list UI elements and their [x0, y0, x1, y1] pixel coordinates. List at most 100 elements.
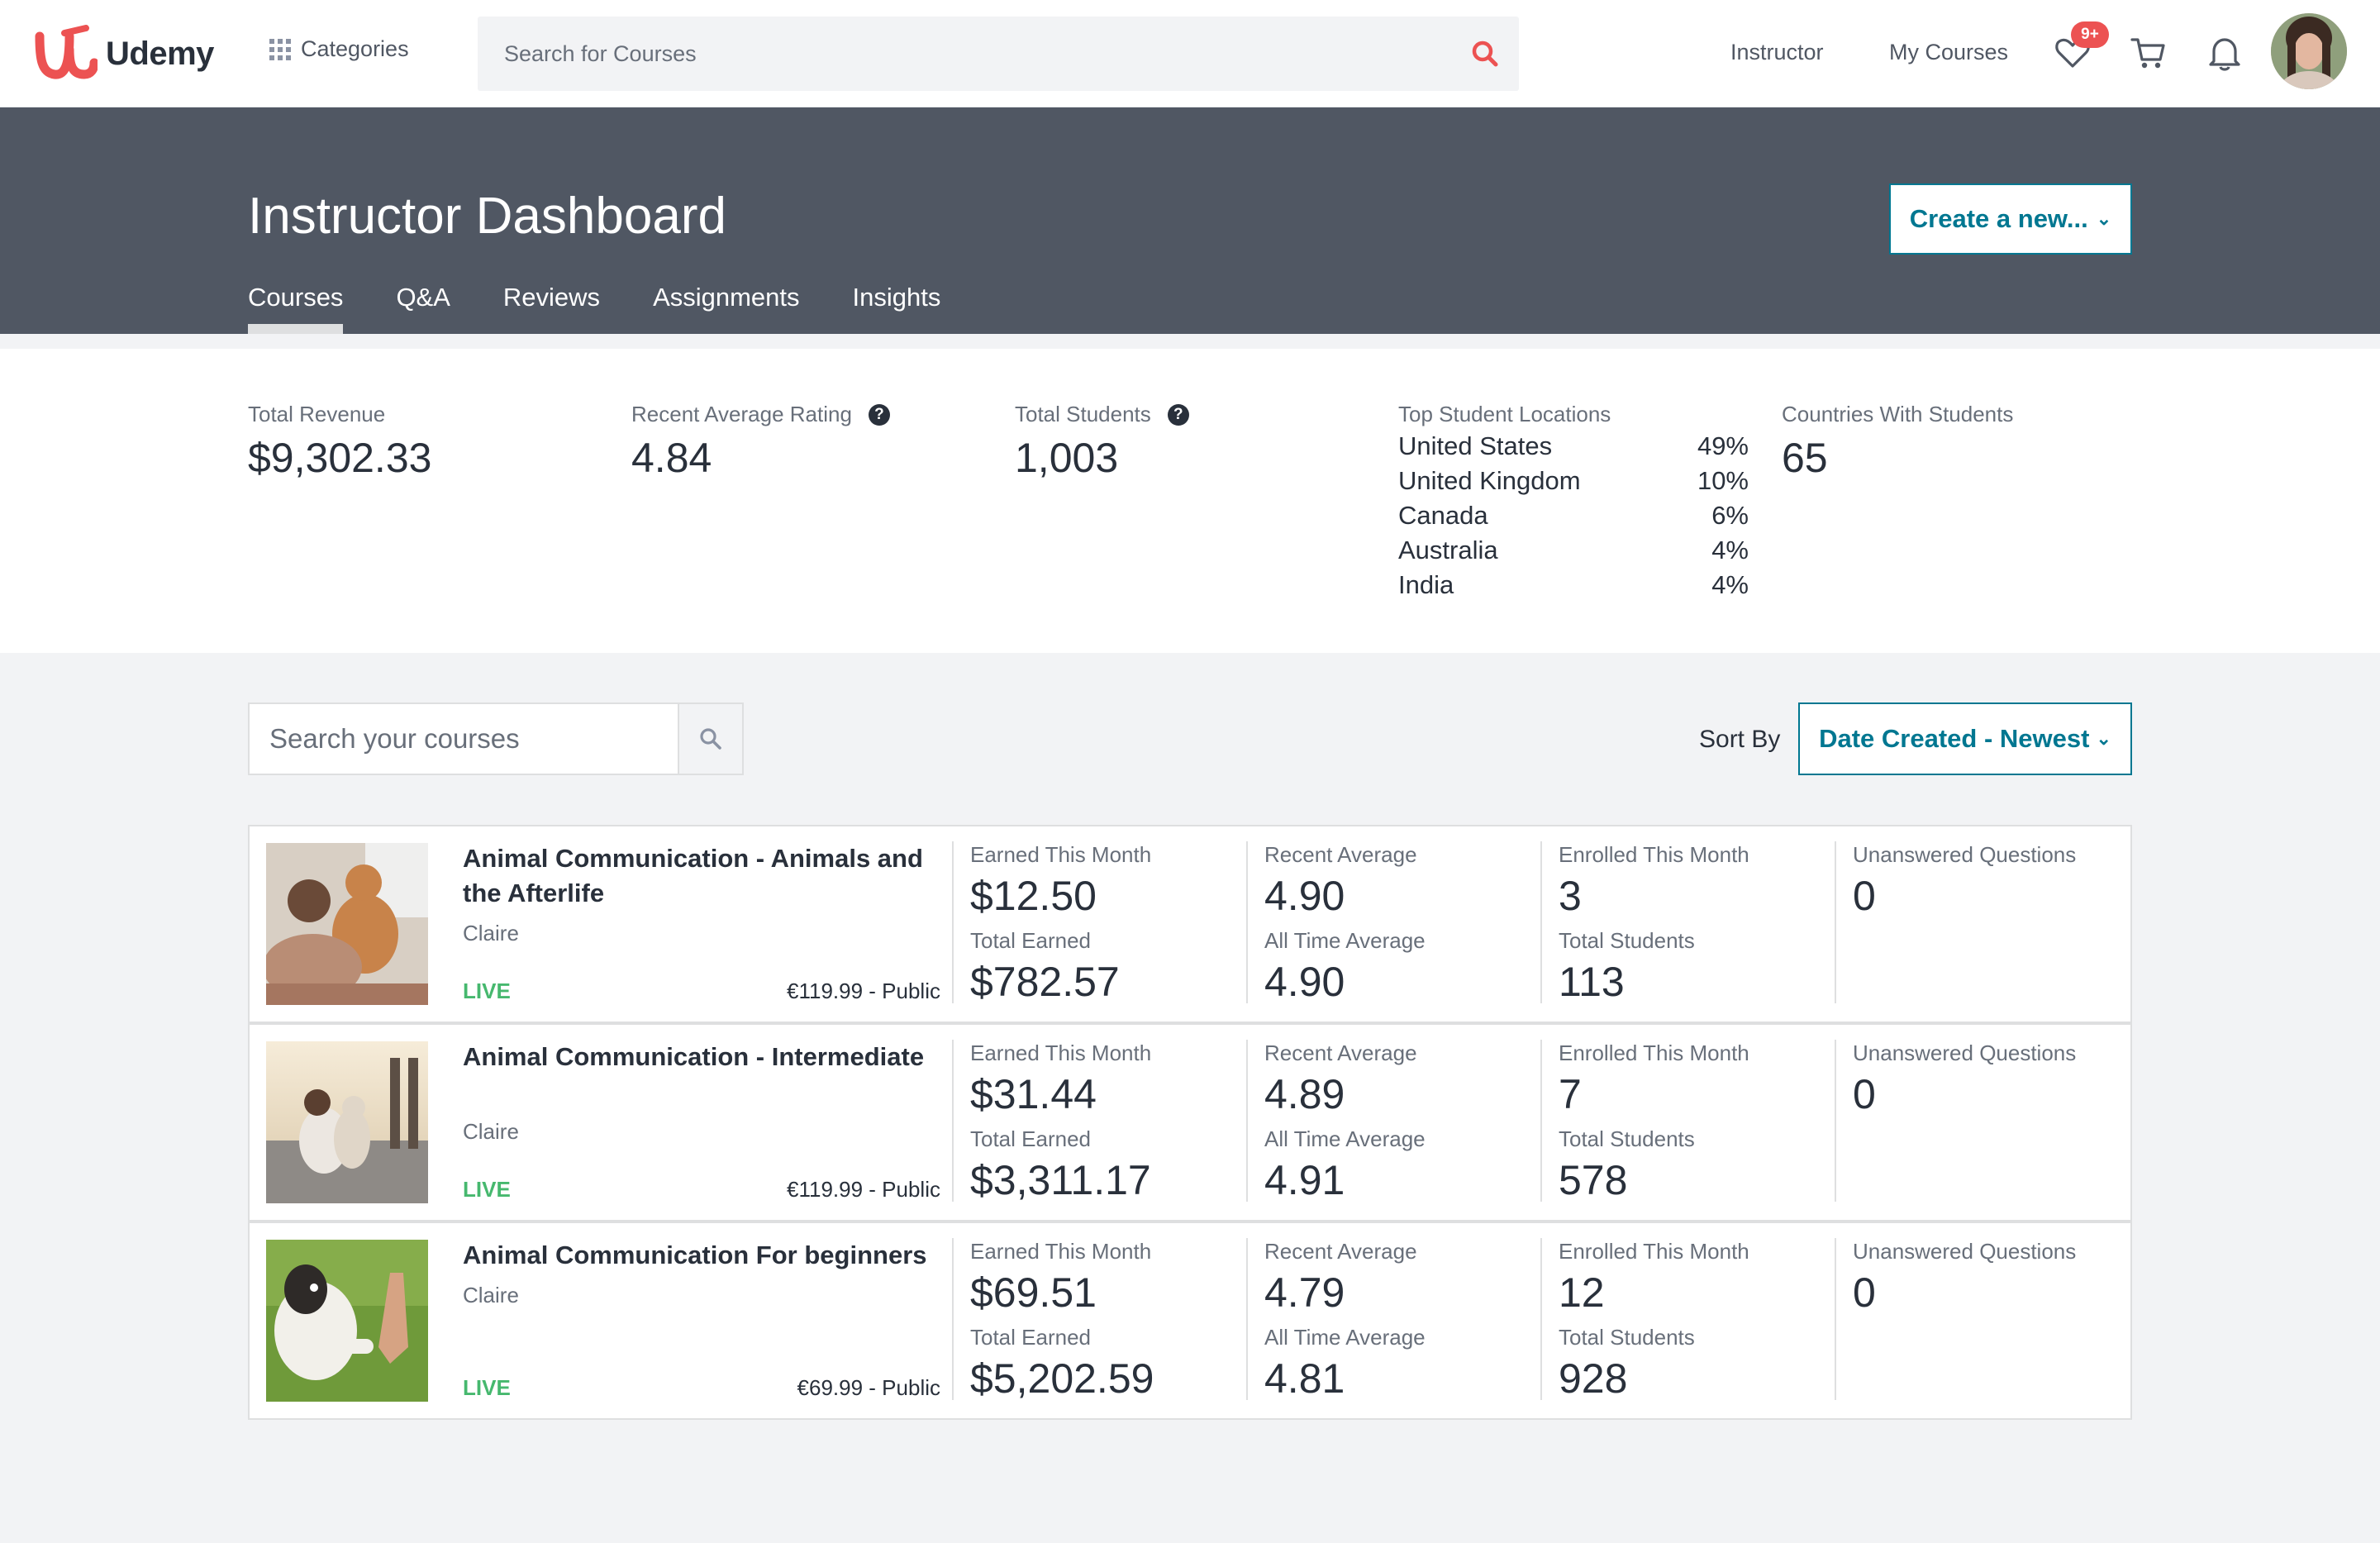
- questions-metrics: Unanswered Questions 0: [1835, 1040, 2112, 1202]
- total-earned-value: $782.57: [970, 959, 1120, 1005]
- search-input[interactable]: [478, 17, 1453, 91]
- course-search-button[interactable]: [678, 704, 742, 774]
- rating-metrics: Recent Average 4.89 All Time Average 4.9…: [1246, 1040, 1524, 1203]
- recent-rating-value: 4.84: [631, 435, 712, 481]
- course-search-input[interactable]: [250, 704, 679, 774]
- total-students-value: 928: [1559, 1355, 1628, 1402]
- enrollment-metrics: Enrolled This Month 7 Total Students 578: [1540, 1040, 1818, 1203]
- chevron-down-icon: ⌄: [2096, 208, 2112, 229]
- recent-rating-label: Recent Average Rating: [631, 402, 852, 426]
- page-title: Instructor Dashboard: [248, 188, 726, 245]
- earned-month-value: $31.44: [970, 1071, 1097, 1117]
- earnings-metrics: Earned This Month $69.51 Total Earned $5…: [952, 1238, 1230, 1402]
- locations-list: United States 49% United Kingdom 10% Canad…: [1398, 429, 1749, 602]
- course-status-badge: LIVE: [463, 979, 511, 1003]
- search-icon: [700, 728, 721, 750]
- course-thumbnail[interactable]: [266, 1240, 428, 1402]
- location-row: United Kingdom 10%: [1398, 466, 1749, 495]
- dashboard-tabs: Courses Q&A Reviews Assignments Insights: [248, 283, 993, 334]
- brand-name: Udemy: [106, 35, 214, 72]
- rating-metrics: Recent Average 4.79 All Time Average 4.8…: [1246, 1238, 1524, 1402]
- course-row[interactable]: Animal Communication - Animals and the A…: [250, 826, 2130, 1025]
- grid-icon: [269, 38, 291, 60]
- total-students-label: Total Students: [1015, 402, 1151, 426]
- unanswered-value[interactable]: 0: [1853, 1071, 1876, 1117]
- tab-qa[interactable]: Q&A: [396, 283, 450, 312]
- enrolled-month-value: 3: [1559, 873, 1582, 919]
- total-students-value: 113: [1559, 959, 1625, 1005]
- course-thumbnail[interactable]: [266, 1041, 428, 1203]
- questions-metrics: Unanswered Questions 0: [1835, 841, 2112, 1003]
- sort-dropdown[interactable]: Date Created - Newest ⌄: [1798, 702, 2132, 775]
- search-icon[interactable]: [1469, 38, 1501, 69]
- rating-metrics: Recent Average 4.90 All Time Average 4.9…: [1246, 841, 1524, 1005]
- help-icon[interactable]: ?: [868, 403, 890, 426]
- course-price: €119.99 - Public: [787, 979, 940, 1003]
- earned-month-value: $69.51: [970, 1269, 1097, 1316]
- total-students-stat: Total Students ? 1,003: [1015, 402, 1189, 482]
- location-row: Australia 4%: [1398, 536, 1749, 564]
- sort-by-label: Sort By: [1699, 726, 1781, 753]
- countries-label: Countries With Students: [1782, 402, 2014, 426]
- total-revenue-stat: Total Revenue $9,302.33: [248, 402, 431, 482]
- course-list: Animal Communication - Animals and the A…: [248, 825, 2132, 1420]
- course-row[interactable]: Animal Communication - Intermediate Clai…: [250, 1025, 2130, 1223]
- recent-rating-stat: Recent Average Rating ? 4.84: [631, 402, 890, 482]
- tab-assignments[interactable]: Assignments: [653, 283, 800, 312]
- create-new-button[interactable]: Create a new... ⌄: [1889, 183, 2132, 255]
- total-students-value: 578: [1559, 1157, 1628, 1203]
- user-avatar[interactable]: [2271, 13, 2347, 89]
- wishlist-badge: 9+: [2071, 21, 2109, 48]
- sort-value: Date Created - Newest: [1819, 724, 2090, 753]
- all-time-average-value: 4.90: [1264, 959, 1345, 1005]
- course-title[interactable]: Animal Communication - Animals and the A…: [463, 844, 923, 907]
- help-icon[interactable]: ?: [1167, 403, 1189, 426]
- unanswered-value[interactable]: 0: [1853, 1269, 1876, 1316]
- user-avatar-photo: [2271, 13, 2347, 89]
- course-title[interactable]: Animal Communication For beginners: [463, 1241, 927, 1269]
- categories-label: Categories: [301, 36, 409, 61]
- course-title[interactable]: Animal Communication - Intermediate: [463, 1042, 925, 1071]
- tab-courses[interactable]: Courses: [248, 283, 344, 334]
- udemy-logo[interactable]: Udemy: [35, 23, 214, 84]
- enrolled-month-value: 12: [1559, 1269, 1605, 1316]
- course-author: Claire: [463, 1283, 519, 1307]
- earnings-metrics: Earned This Month $12.50 Total Earned $7…: [952, 841, 1230, 1005]
- enrolled-month-value: 7: [1559, 1071, 1582, 1117]
- tab-insights[interactable]: Insights: [852, 283, 941, 312]
- instructor-link[interactable]: Instructor: [1730, 40, 1824, 64]
- location-row: India 4%: [1398, 570, 1749, 599]
- dashboard-header: Instructor Dashboard Create a new... ⌄ C…: [0, 107, 2380, 334]
- categories-menu[interactable]: Categories: [269, 36, 409, 62]
- course-status-badge: LIVE: [463, 1375, 511, 1400]
- all-time-average-value: 4.81: [1264, 1355, 1345, 1402]
- earned-month-value: $12.50: [970, 873, 1097, 919]
- enrollment-metrics: Enrolled This Month 3 Total Students 113: [1540, 841, 1818, 1005]
- course-thumbnail-image: [266, 843, 428, 1005]
- top-navbar: Udemy Categories Instructor My Courses 9…: [0, 0, 2380, 107]
- course-row[interactable]: Animal Communication For beginners Clair…: [250, 1223, 2130, 1418]
- course-thumbnail[interactable]: [266, 843, 428, 1005]
- chevron-down-icon: ⌄: [2096, 728, 2111, 749]
- my-courses-link[interactable]: My Courses: [1889, 40, 2009, 64]
- countries-value: 65: [1782, 435, 1828, 481]
- enrollment-metrics: Enrolled This Month 12 Total Students 92…: [1540, 1238, 1818, 1402]
- stats-panel: Total Revenue $9,302.33 Recent Average R…: [0, 349, 2380, 653]
- total-revenue-value: $9,302.33: [248, 435, 432, 481]
- location-row: Canada 6%: [1398, 501, 1749, 530]
- bell-icon[interactable]: [2205, 33, 2244, 73]
- cart-icon[interactable]: [2129, 33, 2168, 73]
- course-status-badge: LIVE: [463, 1177, 511, 1202]
- create-new-label: Create a new...: [1909, 204, 2088, 233]
- recent-average-value: 4.90: [1264, 873, 1345, 919]
- countries-stat: Countries With Students 65: [1782, 402, 2013, 482]
- course-price: €69.99 - Public: [797, 1375, 940, 1400]
- location-row: United States 49%: [1398, 431, 1749, 460]
- course-thumbnail-image: [266, 1240, 428, 1402]
- tab-reviews[interactable]: Reviews: [502, 283, 601, 312]
- unanswered-value[interactable]: 0: [1853, 873, 1876, 919]
- total-revenue-label: Total Revenue: [248, 402, 386, 426]
- course-search-box: [248, 702, 744, 775]
- course-thumbnail-image: [266, 1041, 428, 1203]
- top-locations-label: Top Student Locations: [1398, 402, 1611, 426]
